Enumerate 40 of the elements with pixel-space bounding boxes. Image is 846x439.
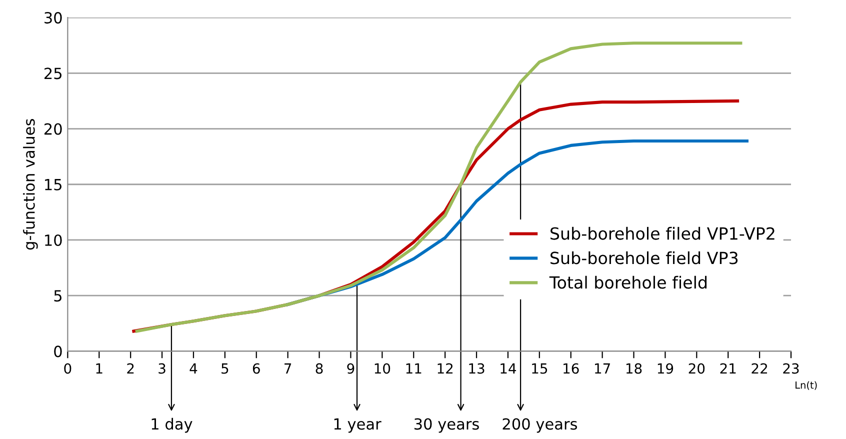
y-tick-label: 20 [44, 123, 62, 135]
annotation: 1 day [152, 418, 192, 433]
x-tick-label: 5 [222, 363, 228, 374]
x-tick-label: 4 [190, 363, 198, 374]
legend-label: Total borehole field [549, 276, 707, 289]
x-tick-label: 15 [532, 363, 548, 374]
x-tick-label: 0 [64, 363, 72, 374]
y-tick-label: 0 [54, 346, 62, 358]
y-tick-label: 30 [44, 12, 62, 24]
x-tick-label: 21 [720, 363, 736, 374]
x-tick-label: 12 [438, 363, 453, 374]
x-tick-label: 10 [374, 363, 390, 374]
x-tick-label: 22 [752, 363, 768, 374]
x-tick-label: 11 [406, 363, 422, 374]
x-tick-label: 13 [469, 363, 484, 374]
x-tick-label: 19 [658, 363, 674, 374]
x-tick-label: 16 [564, 363, 579, 374]
x-tick-label: 17 [595, 363, 610, 374]
y-tick-label: 5 [54, 290, 62, 302]
x-axis-title: Ln(t) [796, 381, 817, 390]
y-tick-label: 25 [44, 68, 62, 80]
x-tick-label: 6 [252, 363, 260, 374]
legend-label: Sub-borehole filed VP1-VP2 [550, 226, 774, 240]
annotation: 30 years [414, 418, 479, 433]
x-tick-label: 9 [347, 363, 354, 374]
y-axis-title: g-function values [23, 119, 38, 250]
x-tick-label: 14 [500, 363, 516, 374]
x-tick-label: 7 [284, 363, 292, 374]
x-tick-label: 8 [316, 363, 323, 374]
y-tick-label: 10 [45, 234, 62, 246]
x-tick-label: 23 [783, 363, 799, 374]
x-tick-label: 2 [127, 363, 134, 374]
x-tick-label: 20 [688, 363, 705, 374]
x-tick-label: 1 [96, 363, 102, 374]
x-tick-label: 18 [626, 363, 642, 374]
legend-label: Sub-borehole field VP3 [550, 251, 738, 264]
annotation: 1 year [334, 418, 382, 433]
x-tick-label: 3 [158, 363, 166, 374]
annotation: 200 years [502, 418, 577, 433]
y-tick-label: 15 [45, 179, 62, 190]
